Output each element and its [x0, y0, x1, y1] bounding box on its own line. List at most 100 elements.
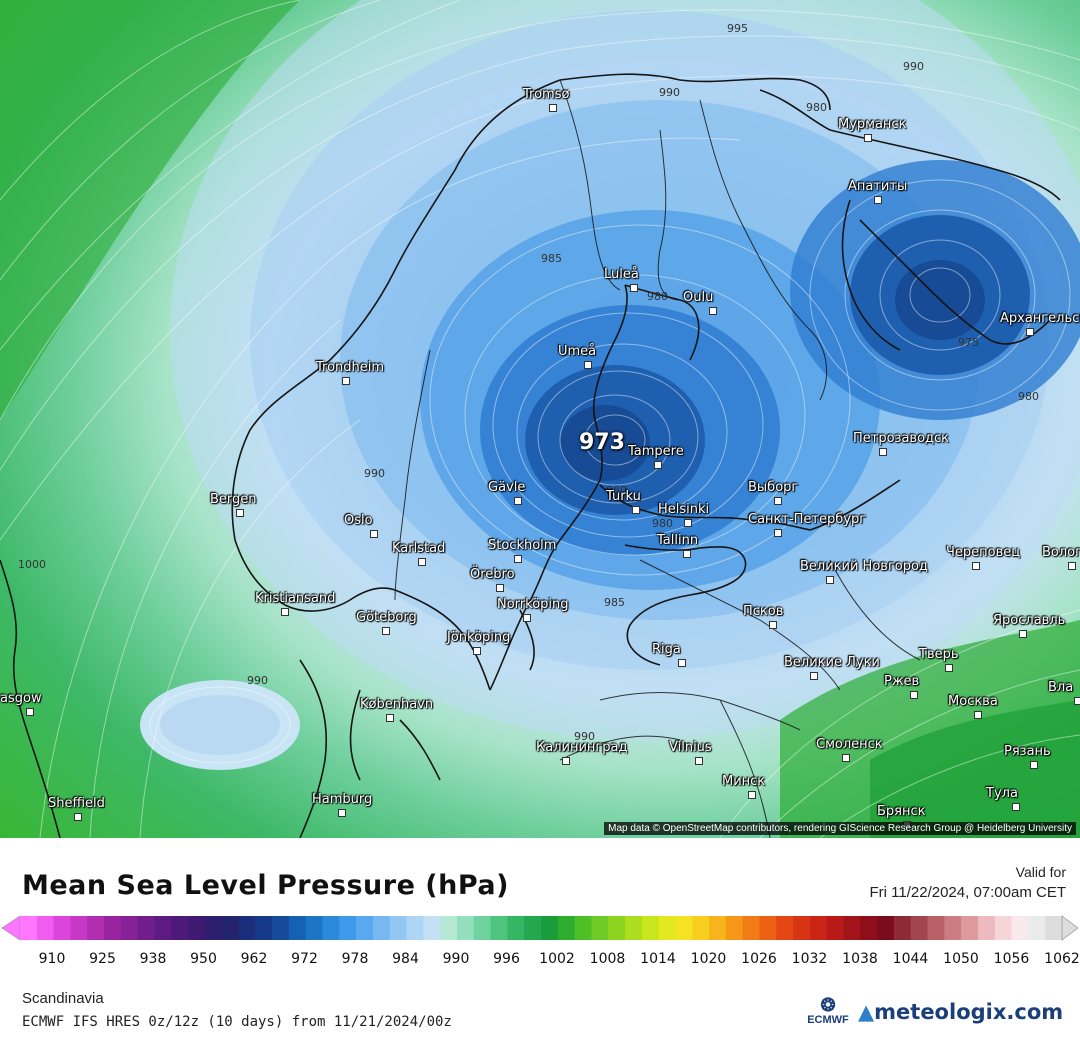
scale-tick-label: 1008: [589, 951, 626, 967]
scale-swatch: [809, 916, 828, 940]
meteologix-brand[interactable]: ▲meteologix.com: [858, 1000, 1063, 1024]
scale-swatch: [675, 916, 693, 940]
city-label: Umeå: [558, 344, 597, 369]
city-name: Örebro: [470, 567, 515, 582]
city-marker-icon: [549, 104, 557, 112]
scale-swatch: [574, 916, 592, 940]
city-label: Luleå: [604, 267, 639, 292]
city-name: Luleå: [604, 267, 639, 282]
scale-tick-label: 996: [493, 951, 520, 967]
city-marker-icon: [1019, 630, 1027, 638]
city-name: asgow: [0, 691, 42, 706]
city-name: Karlstad: [392, 541, 446, 556]
scale-swatch: [641, 916, 660, 940]
city-marker-icon: [695, 757, 703, 765]
isobar-fill-bands: [0, 0, 1080, 838]
scale-swatch: [524, 916, 542, 940]
isobar-label: 985: [604, 596, 625, 609]
city-name: Санкт-Петербург: [748, 512, 867, 527]
scale-swatch: [188, 916, 206, 940]
city-name: Апатиты: [848, 179, 908, 194]
scale-tick-label: 925: [89, 951, 116, 967]
scale-swatch: [53, 916, 71, 940]
scale-swatch: [557, 916, 576, 940]
isobar-label: 980: [647, 290, 668, 303]
city-label: Gävle: [488, 481, 525, 505]
city-label: Вла: [1048, 681, 1080, 705]
city-label: Jönköping: [447, 631, 510, 655]
city-name: Bergen: [210, 492, 257, 507]
city-marker-icon: [683, 550, 691, 558]
scale-swatch: [36, 916, 55, 940]
city-label: Kristiansand: [255, 592, 335, 616]
city-label: Петрозаводск: [853, 431, 950, 456]
isobar-label: 980: [606, 484, 627, 497]
city-label: Минск: [722, 774, 766, 799]
scale-swatch: [137, 916, 155, 940]
scale-swatch: [877, 916, 895, 940]
scale-swatch: [608, 916, 626, 940]
scale-swatch: [272, 916, 290, 940]
city-name: Волог: [1042, 545, 1080, 560]
city-name: Череповец: [946, 545, 1021, 560]
city-marker-icon: [473, 647, 481, 655]
city-name: Минск: [722, 774, 766, 789]
city-name: Stockholm: [488, 538, 557, 553]
city-marker-icon: [562, 757, 570, 765]
city-name: Мурманск: [838, 117, 907, 132]
city-label: Riga: [652, 643, 686, 667]
isobar-label: 975: [958, 336, 979, 349]
city-marker-icon: [1030, 761, 1038, 769]
scale-tick-label: 1002: [539, 951, 575, 967]
city-label: Tampere: [628, 445, 684, 469]
map-attribution[interactable]: Map data © OpenStreetMap contributors, r…: [604, 822, 1076, 835]
city-label: Turku: [606, 490, 641, 514]
city-name: Umeå: [558, 344, 597, 359]
city-marker-icon: [972, 562, 980, 570]
city-marker-icon: [514, 497, 522, 505]
city-name: Брянск: [877, 804, 926, 819]
city-marker-icon: [1026, 328, 1034, 336]
scale-swatch: [389, 916, 408, 940]
city-label: Karlstad: [392, 541, 446, 566]
scale-tick-label: 1032: [791, 951, 828, 967]
scale-swatch: [742, 916, 760, 940]
scale-tick-label: 1038: [842, 951, 878, 967]
map-canvas: [0, 0, 1080, 838]
city-marker-icon: [769, 621, 777, 629]
city-name: Москва: [948, 694, 998, 709]
city-marker-icon: [523, 614, 531, 622]
scale-swatch: [625, 916, 643, 940]
city-label: Тула: [986, 787, 1020, 811]
city-name: Петрозаводск: [853, 431, 950, 446]
city-name: Sheffield: [48, 796, 105, 811]
scale-tick-label: 1056: [993, 951, 1030, 967]
isobar-label: 980: [652, 517, 673, 530]
city-name: Helsinki: [658, 502, 710, 517]
city-label: Рязань: [1004, 744, 1051, 769]
city-name: København: [360, 697, 434, 712]
city-label: Апатиты: [848, 179, 908, 204]
scale-swatch: [456, 916, 475, 940]
city-marker-icon: [684, 519, 692, 527]
scale-swatch: [356, 916, 374, 940]
scale-swatch: [423, 916, 441, 940]
city-label: Sheffield: [48, 796, 105, 821]
scale-swatch: [826, 916, 845, 940]
city-marker-icon: [1074, 697, 1080, 705]
city-marker-icon: [281, 608, 289, 616]
isobar-lines: [0, 0, 1080, 838]
city-label: København: [360, 697, 434, 722]
chart-title: Mean Sea Level Pressure (hPa): [22, 870, 509, 901]
city-name: Архангельск: [1000, 311, 1080, 326]
city-name: Oulu: [683, 290, 714, 305]
scale-swatch: [591, 916, 609, 940]
city-marker-icon: [26, 708, 34, 716]
city-label: Ярославль: [993, 614, 1065, 638]
scale-swatch: [87, 916, 105, 940]
city-name: Рязань: [1004, 744, 1051, 759]
city-label: Norrköping: [497, 598, 569, 622]
scale-swatch: [977, 916, 996, 940]
scale-swatch: [944, 916, 962, 940]
city-name: Trondheim: [316, 360, 385, 375]
